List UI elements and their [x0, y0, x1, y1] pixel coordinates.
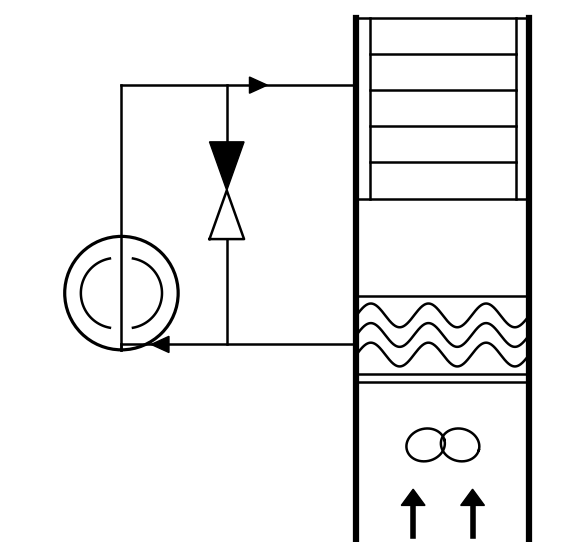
Polygon shape: [151, 336, 169, 352]
Polygon shape: [209, 142, 244, 191]
Polygon shape: [249, 77, 267, 93]
Polygon shape: [461, 489, 484, 506]
Polygon shape: [401, 489, 425, 506]
Polygon shape: [219, 154, 235, 172]
